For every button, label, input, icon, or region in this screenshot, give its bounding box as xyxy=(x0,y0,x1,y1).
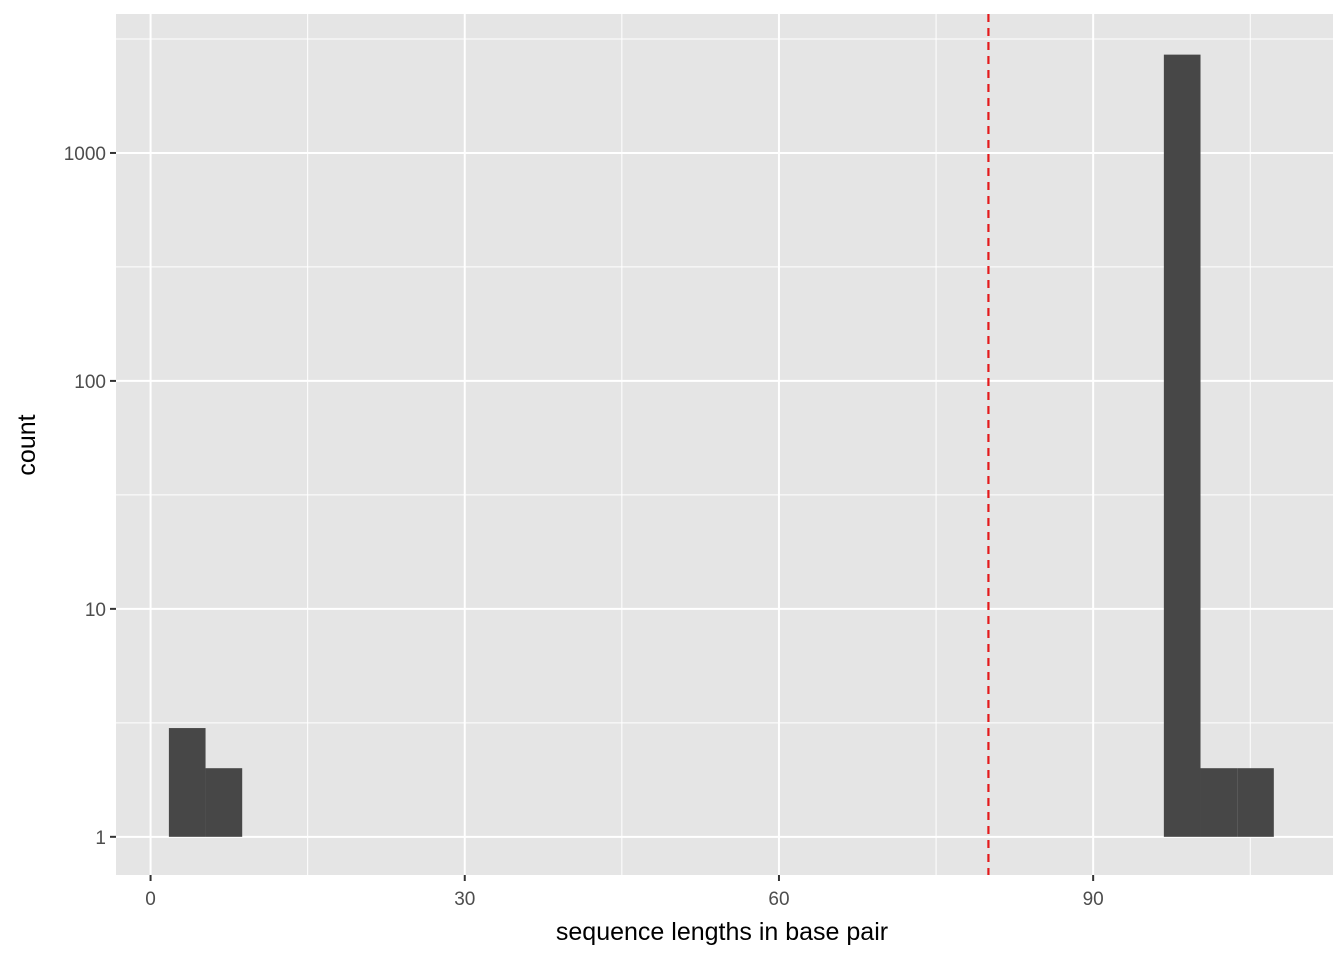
y-tick-label: 100 xyxy=(74,372,106,393)
histogram-bar xyxy=(168,728,206,837)
bars xyxy=(168,54,1274,837)
histogram-bar xyxy=(1163,54,1201,837)
histogram-bar xyxy=(1237,768,1274,837)
y-tick-label: 10 xyxy=(85,600,106,621)
histogram-bar xyxy=(1200,768,1238,837)
panel-background xyxy=(116,14,1333,875)
y-axis-label: count xyxy=(13,414,41,475)
x-tick-label: 90 xyxy=(1083,889,1104,910)
x-tick-label: 60 xyxy=(768,889,789,910)
x-tick-label: 0 xyxy=(145,889,156,910)
y-tick-label: 1 xyxy=(95,828,106,849)
x-tick-label: 30 xyxy=(454,889,475,910)
y-tick-label: 1000 xyxy=(64,144,106,165)
histogram-bar xyxy=(205,768,243,837)
axes: 0 30 60 90 1 10 100 1000 xyxy=(64,144,1104,910)
x-axis-label: sequence lengths in base pair xyxy=(556,918,888,946)
grid-lines xyxy=(116,14,1333,875)
